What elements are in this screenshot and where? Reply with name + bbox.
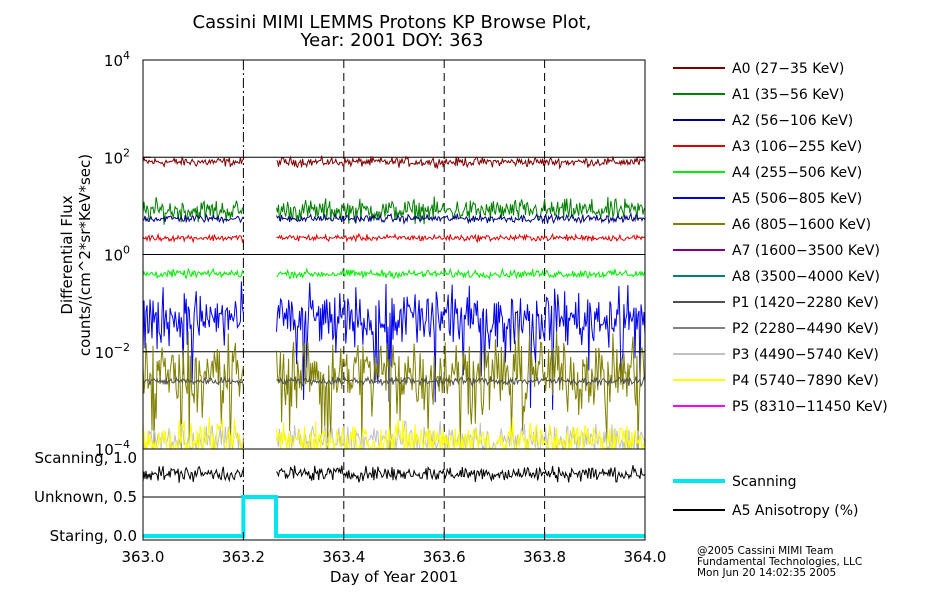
legend-label: A5 Anisotropy (%) bbox=[732, 503, 859, 519]
x-axis-ticks: 363.0 363.2 363.4 363.6 363.8 364.0 bbox=[122, 532, 667, 566]
flux-panel-grid bbox=[143, 60, 645, 449]
mode-y-tick-label: Unknown, 0.5 bbox=[34, 488, 137, 506]
credit-line3: Mon Jun 20 14:02:35 2005 bbox=[697, 567, 836, 579]
legend-label: A0 (27−35 KeV) bbox=[732, 61, 844, 77]
series-line-scanning bbox=[143, 495, 645, 538]
y-axis-label-line1: Differential Flux bbox=[58, 195, 76, 314]
legend-label: A8 (3500−4000 KeV) bbox=[732, 269, 880, 285]
series-line-a6 bbox=[142, 331, 244, 450]
x-axis-label: Day of Year 2001 bbox=[330, 568, 458, 586]
mode-y-tick-label: Scanning, 1.0 bbox=[34, 449, 137, 467]
x-tick-label: 363.4 bbox=[322, 548, 365, 566]
series-line-a3 bbox=[276, 232, 646, 244]
series-line-a5 bbox=[142, 281, 244, 380]
mode-panel-frame bbox=[142, 448, 646, 541]
legend-label: A5 (506−805 KeV) bbox=[732, 191, 862, 207]
y-axis-label-line2: counts/(cm^2*sr*KeV*sec) bbox=[76, 154, 94, 356]
series-line-a2 bbox=[276, 211, 646, 225]
y-tick-label: 10−2 bbox=[95, 341, 130, 362]
chart-title-line2: Year: 2001 DOY: 363 bbox=[300, 30, 484, 51]
series-line-a2 bbox=[142, 214, 244, 225]
flux-legend: A0 (27−35 KeV) A1 (35−56 KeV) A2 (56−106 K… bbox=[673, 61, 888, 415]
x-tick-label: 364.0 bbox=[624, 548, 667, 566]
series-line-p4 bbox=[142, 417, 244, 450]
mode-y-tick-label: Staring, 0.0 bbox=[50, 527, 137, 545]
series-line-a1 bbox=[276, 196, 646, 225]
series-line-a5 bbox=[276, 282, 646, 410]
legend-label: A6 (805−1600 KeV) bbox=[732, 217, 871, 233]
legend-label: P3 (4490−5740 KeV) bbox=[732, 347, 879, 363]
series-line-p1 bbox=[142, 375, 244, 387]
legend-label: P1 (1420−2280 KeV) bbox=[732, 295, 879, 311]
series-line-p1 bbox=[276, 375, 646, 388]
mode-legend: Scanning A5 Anisotropy (%) bbox=[673, 474, 859, 519]
legend-label: A4 (255−506 KeV) bbox=[732, 165, 862, 181]
credit-line2: Fundamental Technologies, LLC bbox=[697, 556, 862, 568]
series-line-a4 bbox=[276, 267, 646, 280]
series-line-a3 bbox=[142, 232, 244, 244]
legend-label: A1 (35−56 KeV) bbox=[732, 87, 844, 103]
credit-line1: @2005 Cassini MIMI Team bbox=[697, 545, 834, 557]
series-line-a4 bbox=[142, 267, 244, 280]
legend-label: P5 (8310−11450 KeV) bbox=[732, 399, 888, 415]
y-tick-label: 102 bbox=[104, 146, 130, 167]
x-tick-label: 363.6 bbox=[423, 548, 466, 566]
legend-label: P4 (5740−7890 KeV) bbox=[732, 373, 879, 389]
x-tick-label: 363.2 bbox=[222, 548, 265, 566]
legend-label: P2 (2280−4490 KeV) bbox=[732, 321, 879, 337]
series-line-anisotropy bbox=[142, 465, 244, 483]
series-line-a0 bbox=[142, 156, 244, 168]
legend-label: Scanning bbox=[732, 474, 797, 490]
legend-label: A7 (1600−3500 KeV) bbox=[732, 243, 880, 259]
series-line-a0 bbox=[276, 155, 646, 170]
series-line-a1 bbox=[142, 197, 244, 225]
y-tick-label: 100 bbox=[104, 244, 130, 265]
x-tick-label: 363.8 bbox=[523, 548, 566, 566]
mode-panel-grid bbox=[143, 449, 645, 540]
chart-title-line1: Cassini MIMI LEMMS Protons KP Browse Plo… bbox=[193, 12, 592, 33]
mode-panel-series bbox=[142, 465, 646, 538]
series-line-anisotropy bbox=[276, 465, 646, 483]
y-tick-label: 104 bbox=[104, 49, 130, 70]
x-tick-label: 363.0 bbox=[122, 548, 165, 566]
flux-panel-series bbox=[142, 155, 646, 451]
legend-label: A2 (56−106 KeV) bbox=[732, 113, 853, 129]
mode-panel-y-ticks: Scanning, 1.0 Unknown, 0.5 Staring, 0.0 bbox=[34, 449, 137, 545]
series-line-a6 bbox=[276, 326, 646, 450]
legend-label: A3 (106−255 KeV) bbox=[732, 139, 862, 155]
